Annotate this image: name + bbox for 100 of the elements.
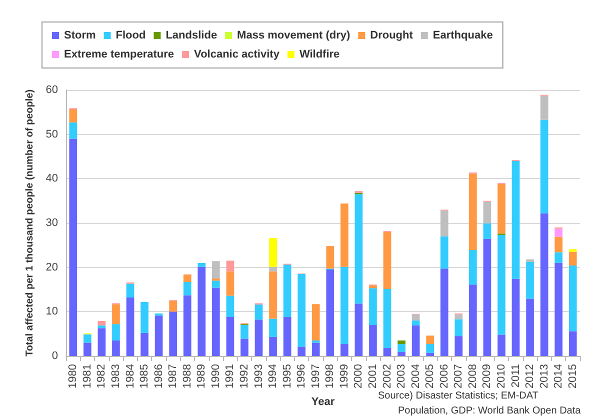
x-tick-label: 1989 (196, 364, 208, 388)
bar (526, 262, 534, 299)
bar (483, 238, 492, 356)
bar (283, 264, 292, 317)
x-tick-label: 1992 (238, 364, 250, 388)
bar (83, 334, 92, 343)
bar (369, 288, 377, 325)
x-tick-label: 1991 (224, 364, 236, 388)
bar (226, 260, 234, 272)
bar (426, 336, 434, 344)
bar (398, 340, 406, 344)
bar (483, 223, 492, 239)
bar (468, 174, 477, 250)
x-tick-label: 2008 (466, 364, 479, 388)
bar (512, 160, 520, 279)
x-tick-label: 2014 (552, 364, 565, 388)
bar (240, 324, 248, 339)
x-tick-label: 1986 (152, 364, 165, 388)
bar (468, 284, 477, 356)
y-tick-label: 50 (46, 128, 58, 140)
source-note: Source) Disaster Statistics; EM-DAT (378, 390, 538, 402)
bar (554, 252, 563, 263)
bar (512, 278, 520, 356)
x-tick-label: 2007 (452, 364, 465, 388)
bar (112, 324, 120, 340)
bar (454, 336, 463, 356)
bar (112, 304, 120, 324)
x-tick-label: 1984 (124, 364, 136, 388)
x-tick-label: 1996 (296, 364, 308, 388)
bar (540, 213, 548, 356)
bar (354, 194, 363, 304)
bar (554, 236, 563, 252)
y-tick-label: 20 (46, 261, 58, 274)
y-tick-label: 10 (46, 306, 58, 318)
bar (226, 316, 234, 356)
x-tick-label: 1982 (96, 364, 108, 388)
bar (183, 282, 192, 296)
bar (568, 249, 577, 252)
bar (298, 274, 306, 347)
bar (240, 338, 248, 356)
y-tick-label: 0 (52, 350, 58, 362)
text: Population, GDP: World Bank Open Data (398, 406, 582, 416)
x-tick-label: 1981 (81, 364, 94, 388)
x-tick-label: 1990 (210, 364, 222, 388)
x-tick-label: 1985 (138, 364, 151, 388)
bar (212, 288, 220, 356)
bar (340, 266, 348, 344)
bar (540, 96, 548, 120)
bar (526, 259, 534, 262)
bar (298, 346, 306, 356)
x-tick-label: 1987 (167, 364, 180, 388)
bar (269, 318, 277, 337)
legend-label: Landslide (166, 30, 218, 42)
bar (412, 320, 420, 326)
x-tick-label: 2012 (524, 364, 536, 388)
bar (269, 271, 277, 319)
x-tick-label: 1998 (324, 364, 336, 388)
legend-label: Storm (64, 30, 96, 42)
x-tick-label: 2009 (481, 364, 494, 388)
bar (540, 120, 548, 214)
bar (354, 304, 363, 356)
y-tick-label: 60 (46, 84, 58, 96)
bar (169, 312, 178, 356)
bar (326, 246, 334, 269)
bar (269, 238, 277, 267)
bar (226, 296, 234, 317)
legend-label: Extreme temperature (64, 48, 174, 60)
bar (312, 342, 320, 356)
bar (226, 271, 234, 296)
bar (568, 331, 577, 356)
bar (383, 289, 392, 348)
x-tick-label: 2010 (495, 364, 508, 388)
bar (454, 314, 463, 320)
bar (269, 266, 277, 272)
bar (269, 336, 277, 356)
bar (498, 334, 506, 356)
bar (498, 184, 506, 234)
bar (383, 348, 392, 356)
bar (440, 236, 448, 269)
bar (412, 325, 420, 356)
bar (440, 268, 448, 356)
bar (183, 274, 192, 282)
bar (69, 138, 78, 356)
x-tick-label: 2003 (396, 364, 408, 388)
legend-label: Wildfire (299, 48, 340, 60)
bar (554, 262, 563, 356)
bar (340, 203, 348, 267)
bar (212, 278, 220, 281)
bar (369, 286, 377, 288)
y-axis-title: Total affected per 1 thousand people (number of people) (24, 89, 36, 357)
bar (426, 352, 434, 356)
legend-label: Flood (116, 30, 146, 42)
bar (426, 344, 434, 353)
x-tick-label: 2002 (381, 364, 394, 388)
bar (198, 266, 206, 356)
legend-label: Drought (370, 30, 414, 42)
bar (140, 302, 148, 333)
bar (154, 316, 163, 356)
bar (312, 340, 320, 343)
bar (98, 328, 106, 356)
